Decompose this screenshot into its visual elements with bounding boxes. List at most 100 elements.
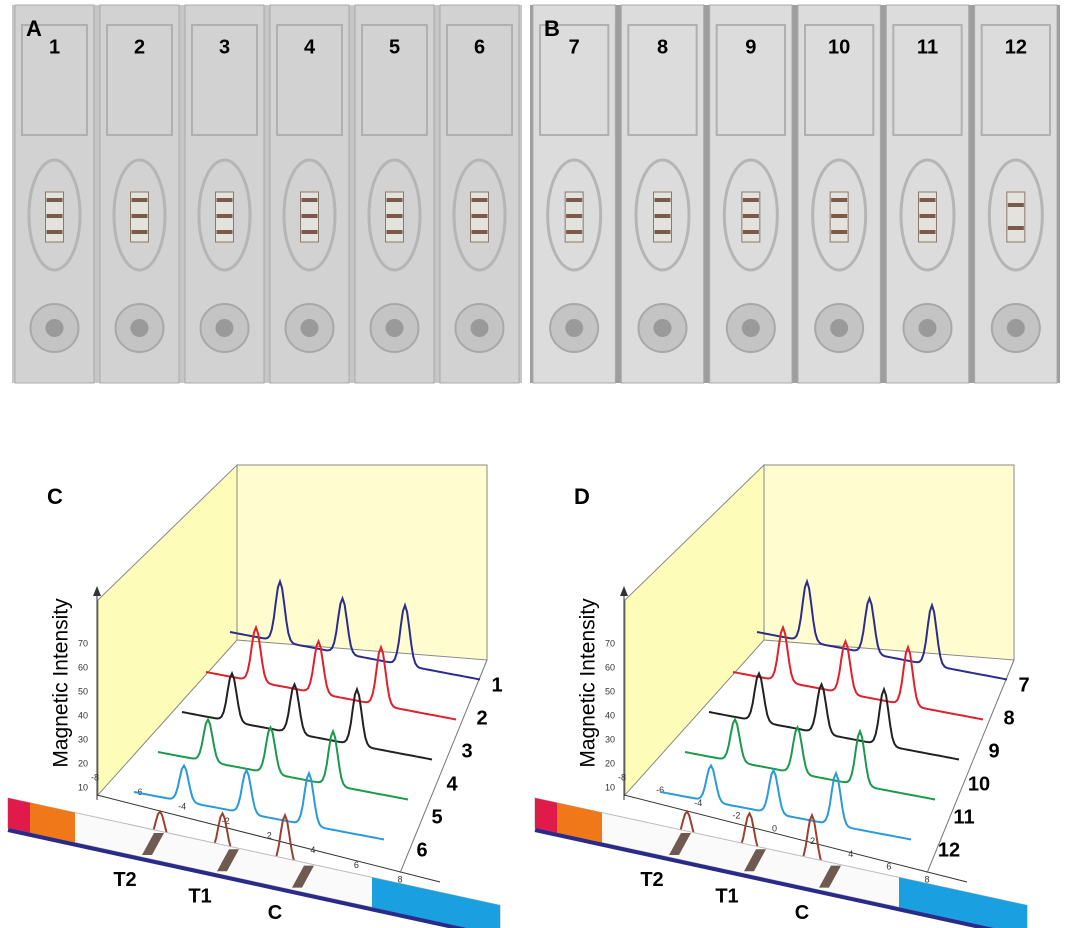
strip-number: 10 [828,36,850,58]
window-frame [27,158,82,272]
x-tick-label: 8 [924,874,929,884]
window-frame [811,158,868,272]
window-frame [452,158,507,272]
sample-hole [653,319,672,337]
test-line [386,214,403,218]
strip-label-area [276,24,343,136]
intensity-curve [181,670,433,761]
curve-label: 10 [968,773,990,795]
y-axis-label: Magnetic Intensity [50,598,73,768]
z-axis [399,659,488,874]
photo-background [12,5,522,383]
test-line [386,198,403,202]
test-line [301,214,318,218]
strip-number: 8 [657,36,668,58]
test-line [131,214,148,218]
strip-number: 7 [569,36,580,58]
absorbent-pad [372,877,500,928]
y-tick-label: 20 [78,758,88,768]
back-wall [763,464,1015,661]
strip-number: 6 [474,36,485,58]
sample-hole [215,319,234,337]
test-line [1007,226,1024,230]
window-frame [112,158,167,272]
test-line [654,230,671,234]
window-frame [546,158,603,272]
strip-label-area [191,24,258,136]
sample-hole [385,319,404,337]
strip-label-area [980,24,1052,136]
curve-label: 4 [446,773,458,795]
line-label: C [795,902,809,924]
y-tick-label: 70 [605,638,615,648]
y-tick-label: 30 [605,734,615,744]
intensity-curve [133,763,385,841]
plot-panel: Magnetic Intensity10203040506070-8-6-4-2… [7,463,503,928]
intensity-curve [157,717,409,801]
strip-label-area [804,24,875,136]
x-tick-label: 4 [310,845,315,855]
window-frame [722,158,779,272]
intensity-curve [205,624,457,721]
sample-hole [300,319,319,337]
test-line [471,198,488,202]
strip-label-area [715,24,787,136]
test-line-mark [217,849,239,872]
test-line [566,198,583,202]
test-line-mark [819,865,841,888]
line-label: T1 [715,886,738,908]
y-tick-label: 40 [78,710,88,720]
test-line [301,198,318,202]
curve-label: 1 [491,674,502,696]
intensity-curve [756,578,1008,681]
strip-label-area [627,24,698,136]
intensity-curve [660,763,912,841]
x-tick-label: -6 [656,785,664,795]
y-tick-label: 50 [78,686,88,696]
y-tick-label: 10 [605,782,615,792]
x-axis [623,794,968,883]
panel-label: D [574,484,590,509]
test-line [46,214,63,218]
test-line [566,214,583,218]
window-frame [282,158,337,272]
curve-label: 3 [461,740,472,762]
curve-label: 6 [416,839,427,861]
plot-panel: Magnetic Intensity10203040506070-8-6-4-2… [534,463,1030,928]
x-tick-label: 0 [772,823,777,833]
test-line [566,230,583,234]
strip-number: 4 [304,36,316,58]
strip-number: 5 [389,36,400,58]
window-frame [987,158,1044,272]
curve-label: 7 [1018,674,1029,696]
panel-label: B [544,16,560,41]
curve-label: 9 [988,740,999,762]
strip-number: 3 [219,36,230,58]
sample-pad [8,798,30,833]
test-line [831,230,848,234]
panel-label: A [26,16,42,41]
x-tick-label: -4 [694,798,702,808]
curve-label: 2 [476,707,487,729]
test-line-mark [669,832,691,855]
line-label: T2 [640,869,663,891]
x-tick-label: -8 [618,772,626,782]
strip-number: 2 [134,36,145,58]
sample-hole [130,319,149,337]
intensity-curve [229,578,481,681]
strip-label-area [106,24,173,136]
test-line [46,198,63,202]
back-wall [236,464,488,661]
y-arrow [620,586,628,596]
test-line [742,198,759,202]
x-tick-label: 2 [267,831,272,841]
window-frame [367,158,422,272]
sample-pad [535,798,557,833]
test-line [471,230,488,234]
strip-number: 9 [745,36,756,58]
test-line [131,198,148,202]
curve-label: 11 [953,806,974,828]
test-line [216,198,233,202]
y-tick-label: 60 [78,662,88,672]
